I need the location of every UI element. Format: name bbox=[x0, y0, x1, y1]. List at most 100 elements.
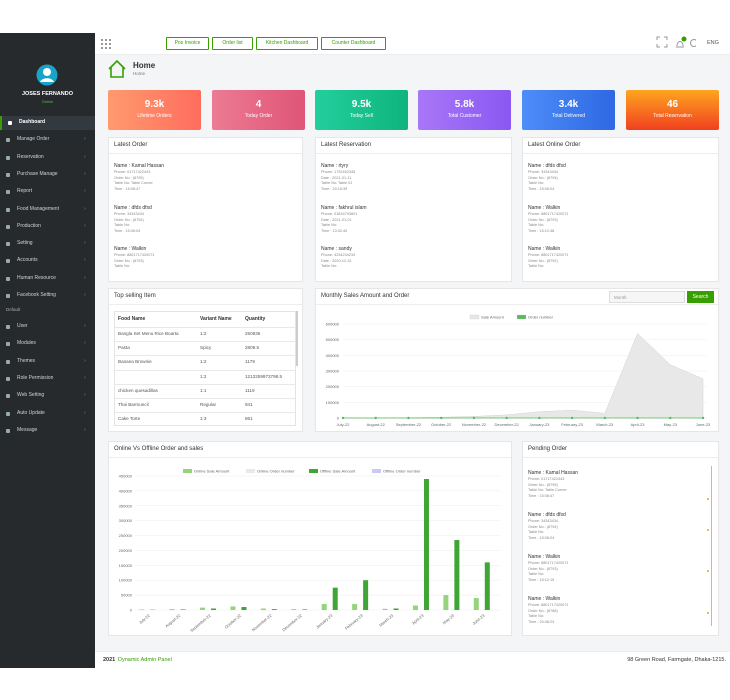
menu-label: Reservation bbox=[17, 153, 44, 160]
entry-line: Date : 2021-01-01 bbox=[321, 217, 352, 222]
legend-swatch bbox=[183, 469, 192, 473]
channel-chart: 0 50000 100000 150000 200000 250000 300000 3500… bbox=[119, 469, 500, 633]
x-tick-label: September-22 bbox=[396, 422, 422, 427]
bar bbox=[393, 608, 399, 610]
x-tick-label: March-23 bbox=[378, 612, 395, 627]
panel-title: Latest Reservation bbox=[321, 142, 372, 148]
menu-icon bbox=[6, 242, 10, 247]
menu-label: Auto Update bbox=[17, 409, 45, 416]
menu-item[interactable]: Themes › bbox=[0, 355, 95, 369]
language[interactable]: ENG bbox=[707, 40, 719, 46]
entry-line: Time : 20:48:23 bbox=[528, 619, 555, 624]
entry-line: Phone: 4234234234 bbox=[321, 253, 356, 257]
stat-value: 3.4k bbox=[558, 99, 579, 110]
point bbox=[505, 416, 508, 420]
legend-label: Online Order number bbox=[257, 469, 295, 474]
user-name: JOSES FERNANDO bbox=[21, 91, 74, 97]
menu-item[interactable]: Dashboard bbox=[0, 116, 95, 130]
x-tick-label: August-22 bbox=[367, 422, 386, 427]
menu-label: Modules bbox=[17, 340, 36, 347]
entry-line: Table No: Table Corner bbox=[114, 181, 153, 186]
x-tick-label: February-23 bbox=[561, 422, 584, 427]
legend-swatch bbox=[246, 469, 255, 473]
bar bbox=[454, 540, 460, 610]
menu-label: Themes bbox=[17, 357, 36, 364]
entry-line: Phone: 01816793801 bbox=[321, 212, 358, 216]
menu-item[interactable]: Web Setting › bbox=[0, 389, 95, 403]
menu-item[interactable]: Role Permission › bbox=[0, 372, 95, 386]
stat-label: Today Sell bbox=[349, 113, 374, 119]
entry-line: Order No.: (8788) bbox=[528, 608, 558, 613]
entry-line: Time : 15:12:48 bbox=[528, 228, 555, 233]
y-tick-label: 500000 bbox=[326, 337, 340, 342]
menu-item[interactable]: Manage Order › bbox=[0, 133, 95, 147]
table-cell: chicken quesadillas bbox=[118, 387, 158, 393]
x-tick-label: July-22 bbox=[337, 422, 351, 427]
table-cell: Banana Brownie bbox=[118, 359, 152, 365]
menu-item[interactable]: Report › bbox=[0, 185, 95, 199]
grid-icon[interactable] bbox=[101, 39, 111, 49]
search-input[interactable]: Month bbox=[609, 291, 685, 303]
menu-item[interactable]: Reservation › bbox=[0, 151, 95, 165]
menu-chevron: › bbox=[84, 188, 86, 195]
menu-item[interactable]: Food Management › bbox=[0, 203, 95, 217]
stat-label: Total Reservation bbox=[653, 113, 692, 119]
menu-icon bbox=[6, 138, 10, 143]
menu-label: User bbox=[17, 323, 28, 329]
menu-item[interactable]: Setting › bbox=[0, 237, 95, 251]
entry-line: Phone: 8801717420071 bbox=[528, 253, 569, 257]
menu-item[interactable]: Production › bbox=[0, 220, 95, 234]
panel: Latest Order Name : Kamal Hassan Phone: 01… bbox=[108, 137, 303, 282]
menu-icon bbox=[6, 155, 10, 160]
entry-line: Table No: Table Corner bbox=[528, 488, 567, 493]
entry-name: Name : Walkin bbox=[528, 554, 561, 560]
menu-item[interactable]: Accounts › bbox=[0, 254, 95, 268]
menu-item[interactable]: Modules › bbox=[0, 337, 95, 351]
panel-title: Pending Order bbox=[528, 446, 568, 452]
menu-item[interactable]: User › bbox=[0, 320, 95, 334]
menu-item[interactable]: Facebook Setting › bbox=[0, 289, 95, 303]
y-tick-label: 450000 bbox=[119, 474, 133, 479]
menu-label: Manage Order bbox=[17, 136, 50, 143]
table-cell: 1:1 bbox=[200, 387, 207, 393]
entry-line: Table No: bbox=[528, 223, 545, 228]
header-button[interactable]: Kitchen Dashboard bbox=[256, 37, 318, 50]
panel-divider bbox=[316, 153, 511, 154]
menu-label: Human Resource bbox=[17, 274, 56, 281]
entry-line: Table No: bbox=[114, 264, 131, 269]
menu-chevron: › bbox=[84, 357, 86, 364]
table-cell: Bangla Set Menu Rice Boarta bbox=[118, 331, 179, 336]
legend-swatch bbox=[516, 314, 527, 320]
menu-item[interactable]: Auto Update › bbox=[0, 407, 95, 421]
menu-icon bbox=[6, 190, 10, 195]
entry-name: Name : dfds dfsd bbox=[528, 163, 566, 169]
x-tick-label: March-23 bbox=[596, 422, 614, 427]
menu-label: Web Setting bbox=[17, 392, 45, 399]
panel-divider bbox=[109, 153, 302, 154]
entry-name: Name : sandy bbox=[321, 246, 352, 252]
footer-address: 98 Green Road, Farmgate, Dhaka-1215. bbox=[627, 657, 726, 663]
legend-label: Online Sale Amount bbox=[194, 469, 230, 474]
menu-label: Setting bbox=[17, 240, 33, 247]
header-button[interactable]: Order list bbox=[212, 37, 253, 50]
x-tick-label: October-22 bbox=[224, 612, 243, 629]
menu-item[interactable]: Purchase Manage › bbox=[0, 168, 95, 182]
legend-label: Offline Sale Amount bbox=[320, 469, 356, 474]
entry-name: Name : fakhrul islam bbox=[321, 205, 367, 211]
entry-line: Time : 15:08:47 bbox=[528, 493, 555, 498]
entry-line: Phone: 34343434 bbox=[528, 519, 558, 523]
menu-chevron: › bbox=[84, 374, 86, 381]
header-button[interactable]: Pos Invoice bbox=[166, 37, 209, 50]
x-tick-label: September-22 bbox=[189, 612, 212, 633]
panel: Latest Online Order Name : dfds dfsd Phone… bbox=[522, 137, 719, 282]
y-tick-label: 250000 bbox=[119, 533, 133, 538]
x-tick-label: January-23 bbox=[315, 612, 334, 629]
table-cell: 1:2 bbox=[200, 373, 207, 379]
header-button[interactable]: Counter Dashboard bbox=[321, 37, 386, 50]
x-tick-label: October-22 bbox=[431, 422, 452, 427]
search-button[interactable]: Search bbox=[687, 291, 714, 303]
menu-icon bbox=[8, 121, 12, 125]
menu-item[interactable]: Human Resource › bbox=[0, 272, 95, 286]
y-tick-label: 600000 bbox=[326, 322, 340, 327]
menu-item[interactable]: Message › bbox=[0, 424, 95, 438]
